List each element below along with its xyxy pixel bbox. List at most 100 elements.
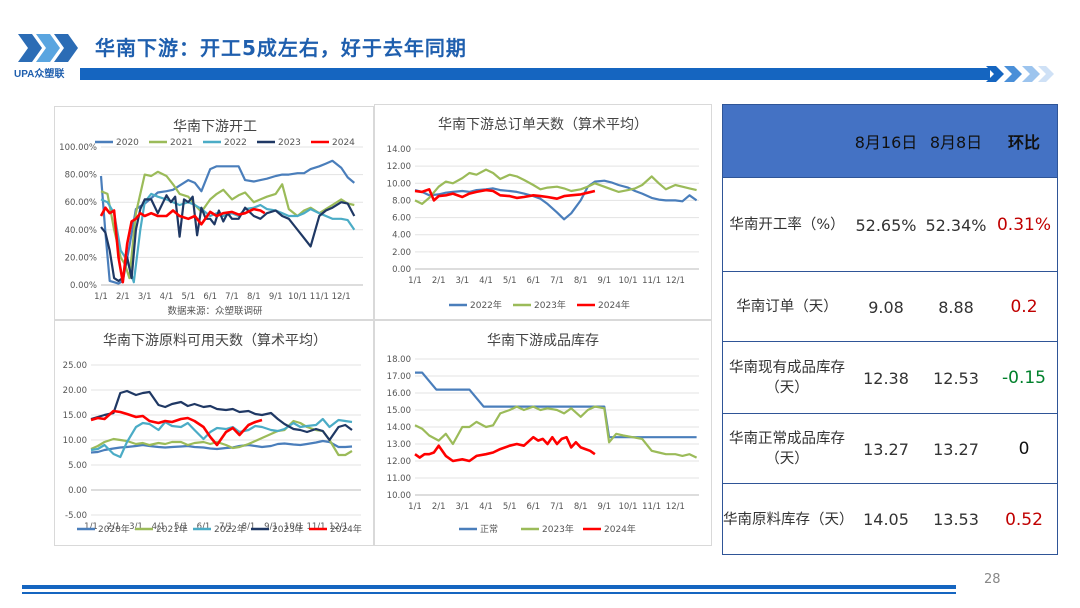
row-change: -0.15	[1002, 368, 1046, 388]
x-tick-label: 6/1	[203, 292, 217, 302]
chart-title: 华南下游成品库存	[487, 333, 599, 349]
footer-bar	[22, 585, 956, 589]
x-tick-label: 6/1	[197, 522, 211, 532]
legend-label: 2023年	[542, 523, 574, 535]
chart-panel-order-days: 华南下游总订单天数（算术平均） 0.00 2.00 4.00 6.00 8.00 10.00…	[374, 104, 712, 320]
y-tick-label: 13.00	[387, 440, 411, 450]
x-tick-label: 12/1	[666, 502, 685, 512]
series-line-2024	[99, 206, 266, 284]
row-current: 12.38	[863, 368, 909, 388]
series-line-正常	[415, 371, 697, 439]
x-tick-label: 2/1	[116, 292, 130, 302]
x-tick-label: 9/1	[597, 276, 611, 286]
x-tick-label: 7/1	[550, 502, 564, 512]
legend-label: 2021	[170, 138, 193, 148]
x-tick-label: 10/1	[284, 522, 303, 532]
x-tick-label: 3/1	[455, 502, 469, 512]
upa-logo-icon: UPA众塑联	[14, 34, 78, 80]
x-tick-label: 10/1	[618, 502, 637, 512]
row-change: 0.31%	[996, 215, 1051, 235]
series-line-2024年	[414, 435, 596, 463]
series-line-2022年	[414, 179, 698, 221]
x-tick-label: 12/1	[332, 292, 351, 302]
header-bar	[80, 68, 990, 80]
y-tick-label: 0.00	[68, 486, 87, 496]
series-line-2020年	[90, 439, 353, 454]
x-tick-label: 12/1	[329, 522, 348, 532]
x-tick-label: 6/1	[526, 276, 540, 286]
x-tick-label: 4/1	[479, 502, 493, 512]
x-tick-label: 3/1	[138, 292, 152, 302]
y-tick-label: 5.00	[68, 461, 87, 471]
series-line-2021年	[90, 419, 353, 457]
row-current: 14.05	[863, 510, 909, 529]
series-line-2022年	[90, 417, 353, 459]
y-tick-label: 11.00	[387, 474, 411, 484]
x-tick-label: 9/1	[269, 292, 283, 302]
table-row: 华南原料库存（天） 14.05 13.53 0.52	[723, 483, 1057, 555]
x-tick-label: 12/1	[666, 276, 685, 286]
x-tick-label: 8/1	[247, 292, 261, 302]
row-previous: 12.53	[933, 368, 979, 388]
row-current: 13.27	[863, 439, 909, 459]
y-tick-label: 8.00	[392, 196, 411, 206]
legend-label: 2020	[116, 138, 139, 148]
y-tick-label: 6.00	[392, 214, 411, 224]
chart-finished-inventory: 华南下游成品库存 10.00 11.00 12.00 13.00 14.00 15.00 16…	[387, 333, 699, 535]
y-tick-label: 0.00%	[70, 281, 97, 291]
y-tick-label: 14.00	[387, 145, 411, 155]
series-line-2020	[99, 159, 356, 285]
y-tick-label: 10.00	[387, 491, 411, 501]
legend-label: 2022	[224, 138, 247, 148]
chart-order-days: 华南下游总订单天数（算术平均） 0.00 2.00 4.00 6.00 8.00 10.00…	[387, 117, 699, 311]
table-row: 华南订单（天） 9.08 8.88 0.2	[723, 271, 1057, 342]
legend-label: 2021年	[156, 523, 188, 535]
page-title: 华南下游：开工5成左右，好于去年同期	[95, 36, 467, 60]
x-tick-label: 1/1	[408, 276, 422, 286]
x-tick-label: 9/1	[597, 502, 611, 512]
x-tick-label: 11/1	[306, 522, 325, 532]
row-change: 0.2	[1010, 297, 1038, 317]
legend-label: 2023年	[272, 523, 304, 535]
y-tick-label: 40.00%	[65, 226, 97, 236]
chart-title: 华南下游原料可用天数（算术平均）	[103, 333, 327, 349]
x-tick-label: 3/1	[129, 522, 143, 532]
y-tick-label: 10.00	[63, 436, 87, 446]
row-previous: 13.53	[933, 510, 979, 529]
x-tick-label: 4/1	[152, 522, 166, 532]
chart-title: 华南下游总订单天数（算术平均）	[438, 117, 648, 133]
table-header-current: 8月16日	[854, 133, 918, 152]
x-tick-label: 7/1	[225, 292, 239, 302]
legend-label: 2024年	[330, 523, 362, 535]
row-previous: 52.34%	[925, 215, 987, 235]
x-tick-label: 2/1	[432, 276, 446, 286]
series-line-2024年	[414, 188, 596, 202]
chart-title: 华南下游开工	[173, 119, 257, 135]
legend-label: 2022年	[214, 523, 246, 535]
x-tick-label: 3/1	[455, 276, 469, 286]
y-tick-label: 12.00	[387, 162, 411, 172]
legend-label: 2024年	[598, 299, 630, 311]
row-label: 华南开工率（%）	[729, 217, 845, 233]
legend-label: 2023	[278, 138, 301, 148]
row-label: 华南现有成品库存（天）	[729, 360, 845, 396]
x-tick-label: 4/1	[160, 292, 174, 302]
x-tick-label: 7/1	[550, 276, 564, 286]
series-line-2022	[100, 192, 356, 284]
y-tick-label: 17.00	[387, 372, 411, 382]
legend-label: 2022年	[470, 299, 502, 311]
x-tick-label: 5/1	[503, 502, 517, 512]
x-tick-label: 5/1	[181, 292, 195, 302]
y-tick-label: 4.00	[392, 231, 411, 241]
y-tick-label: 0.00	[392, 265, 411, 275]
legend-label: 2024	[332, 138, 355, 148]
x-tick-label: 1/1	[408, 502, 422, 512]
chart-panel-operating-rate: 华南下游开工 0.00% 20.00% 40.00% 60.00% 80.00% 100.0…	[54, 106, 374, 320]
y-tick-label: 20.00	[63, 386, 87, 396]
y-tick-label: 12.00	[387, 457, 411, 467]
chart-panel-finished-inventory: 华南下游成品库存 10.00 11.00 12.00 13.00 14.00 15.00 16…	[374, 320, 712, 546]
chevron-right-icon	[986, 66, 1054, 82]
x-tick-label: 7/1	[219, 522, 233, 532]
summary-table: 8月16日 8月8日 环比 华南开工率（%） 52.65% 52.34% 0.31% 华…	[722, 104, 1058, 555]
x-tick-label: 1/1	[94, 292, 108, 302]
